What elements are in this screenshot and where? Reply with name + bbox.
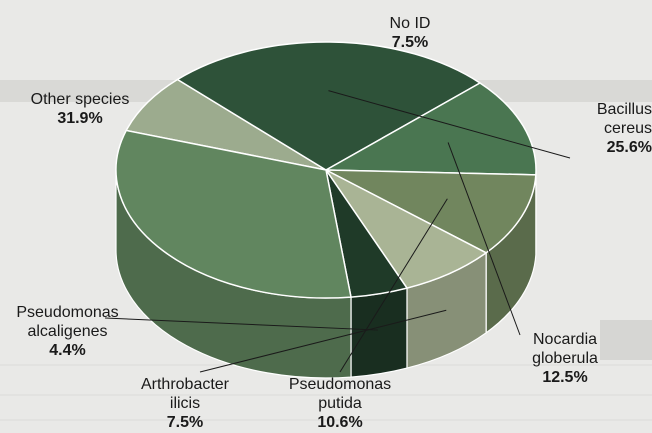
pie-side-pseudomonas-alcaligenes: [350, 287, 408, 378]
slice-label-no-id: No ID 7.5%: [389, 15, 431, 51]
leader-line-bacillus-cereus: [328, 90, 571, 159]
pie-top-faces: [115, 41, 537, 299]
leader-line-nocardia-globerula: [447, 142, 521, 336]
slice-label-bacillus-cereus: Bacillus cereus 25.6%: [596, 101, 652, 156]
leader-line-pseudomonas-alcaligenes: [104, 317, 378, 331]
slice-label-other-species: Other species 31.9%: [30, 91, 130, 127]
slice-label-pseudomonas-alcaligenes: Pseudomonas alcaligenes 4.4%: [16, 304, 119, 359]
slice-label-nocardia-globerula: Nocardia globerula 12.5%: [532, 331, 598, 386]
leader-line-pseudomonas-putida: [339, 198, 448, 373]
leader-line-arthrobacter-ilicis: [199, 309, 447, 373]
slice-label-arthrobacter-ilicis: Arthrobacter ilicis 7.5%: [140, 376, 230, 431]
leader-lines: [104, 90, 571, 373]
pie-slice-other-species: [115, 129, 352, 299]
slice-label-pseudomonas-putida: Pseudomonas putida 10.6%: [288, 376, 392, 431]
pie-slice-nocardia-globerula: [325, 82, 537, 176]
pie-slice-no-id: [125, 78, 327, 171]
pie-slice-pseudomonas-putida: [325, 169, 537, 254]
pie-slice-arthrobacter-ilicis: [325, 169, 487, 289]
pie-slice-bacillus-cereus: [176, 41, 481, 171]
